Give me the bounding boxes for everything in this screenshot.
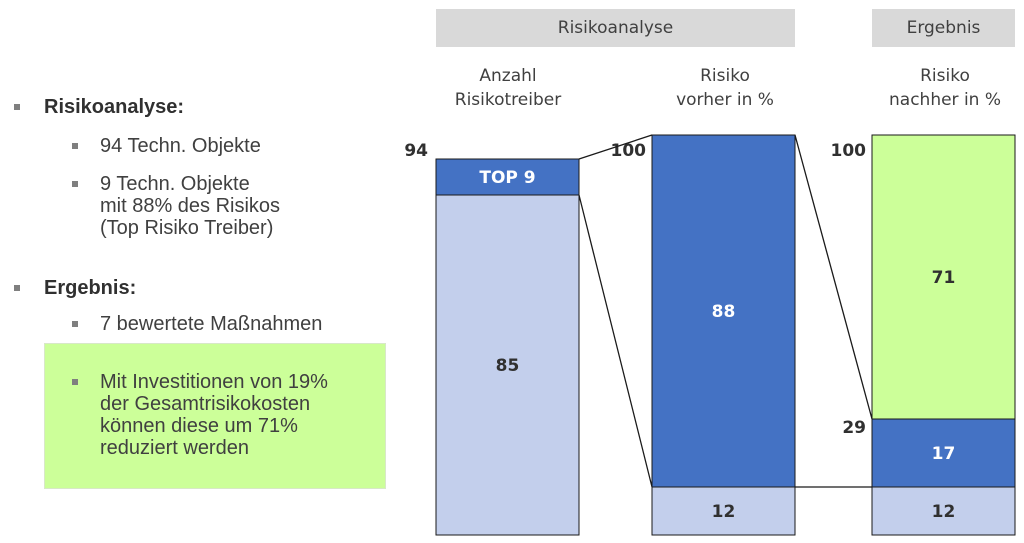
total-label-col3: 100: [830, 141, 867, 161]
bar-label-2-1: 12: [712, 502, 736, 522]
bar-label-3-3: 71: [932, 268, 956, 288]
bar-segment-3-2: [871, 418, 1016, 488]
bar-label-3-1: 12: [932, 502, 956, 522]
bar-label-1-1: 85: [496, 356, 520, 376]
bullet-result-item-1: 7 bewertete Maßnahmen: [72, 313, 360, 335]
bullet-square-icon: [14, 104, 20, 110]
highlight-box: Mit Investitionen von 19% der Gesamtrisi…: [44, 343, 386, 489]
bullet-square-icon: [72, 321, 78, 327]
bar-segment-1-2: [435, 158, 580, 196]
highlight-text: Mit Investitionen von 19% der Gesamtrisi…: [72, 371, 390, 459]
header-ergebnis: Ergebnis: [872, 9, 1015, 47]
bullet-risk-item-1: 94 Techn. Objekte: [72, 135, 360, 157]
bar-label-3-2: 17: [932, 444, 956, 464]
bullet-risk-heading: Risikoanalyse:: [14, 96, 184, 119]
bullet-square-icon: [14, 285, 20, 291]
column-head-anzahl: Anzahl Risikotreiber: [454, 66, 562, 110]
bar-segment-3-1: [871, 486, 1016, 536]
bar-label-2-2: 88: [712, 302, 736, 322]
column-head-vorher: Risiko vorher in %: [676, 66, 774, 110]
connector-line-1b: [578, 194, 653, 488]
bar-segment-2-1: [651, 486, 796, 536]
bar-segment-3-3: [871, 134, 1016, 420]
bullet-result-heading: Ergebnis:: [14, 277, 136, 300]
connector-line-1a: [578, 134, 653, 160]
bullet-risk-item-2: 9 Techn. Objekte mit 88% des Risikos (To…: [72, 173, 360, 239]
bar-segment-2-2: [651, 134, 796, 488]
bullet-square-icon: [72, 143, 78, 149]
connector-line-2a: [794, 134, 873, 420]
bullet-square-icon: [72, 379, 78, 385]
bar-segment-1-1: [435, 194, 580, 536]
bullet-square-icon: [72, 181, 78, 187]
bar-label-1-2: TOP 9: [479, 168, 535, 188]
mid-label-col3: 29: [842, 418, 866, 438]
column-head-nachher: Risiko nachher in %: [889, 66, 1001, 110]
header-risikoanalyse: Risikoanalyse: [436, 9, 795, 47]
total-label-col1: 94: [404, 141, 428, 161]
